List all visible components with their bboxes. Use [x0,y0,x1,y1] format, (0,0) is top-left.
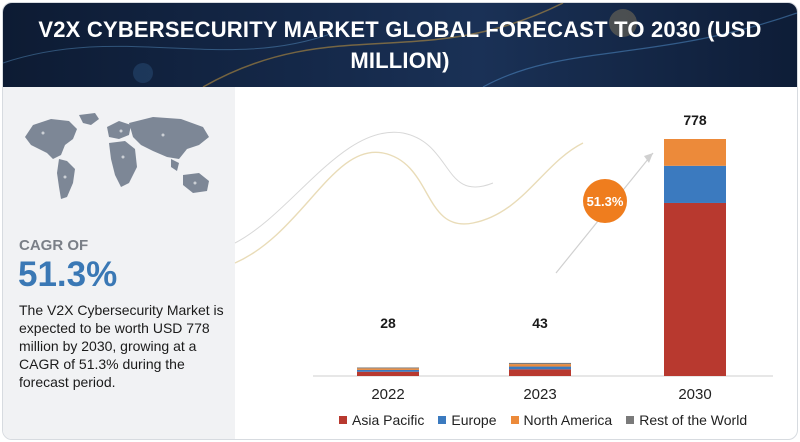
legend-swatch-europe [438,416,447,424]
data-label-2030: 778 [683,112,707,128]
bar-segment-2030-asia-pacific [664,202,726,376]
summary-panel: CAGR OF 51.3% The V2X Cybersecurity Mark… [3,87,235,439]
x-tick-label-2022: 2022 [371,386,404,403]
legend-item-europe: Europe [438,412,497,428]
legend-item-asia-pacific: Asia Pacific [339,412,424,428]
x-tick-label-2030: 2030 [678,386,711,403]
bar-segment-2023-europe [509,366,571,370]
decorative-curve [234,142,584,264]
cagr-label: CAGR OF [19,237,89,254]
world-map-icon [25,113,209,199]
legend-item-rest-of-world: Rest of the World [626,412,747,428]
bar-segment-2022-europe [357,369,419,372]
growth-badge-label: 51.3% [587,194,624,209]
decorative-curve-secondary [234,131,494,244]
bar-segment-2023-asia-pacific [509,369,571,376]
bar-segment-2022-asia-pacific [357,371,419,376]
page-title: V2X CYBERSECURITY MARKET GLOBAL FORECAST… [38,17,762,73]
bar-segment-2023-north-america [509,364,571,367]
banner-light-streaks [3,3,797,87]
bar-segment-2023-rest-of-the-world [509,362,571,365]
legend-swatch-rest-of-world [626,416,635,424]
chart-legend: Asia Pacific Europe North America Rest o… [339,410,747,430]
x-tick-label-2023: 2023 [523,386,556,403]
legend-swatch-north-america [510,416,519,424]
bar-segment-2022-north-america [357,368,419,370]
legend-label-europe: Europe [451,412,497,428]
stacked-bar-chart: 51.3% 28 2022 43 2023 778 2030 [234,112,773,403]
market-description: The V2X Cybersecurity Market is expected… [19,302,224,390]
growth-badge [583,179,627,223]
bar-segment-2030-europe [664,165,726,203]
bar-group: 28 2022 43 2023 778 2030 [357,112,726,403]
growth-arrow-head [644,153,653,163]
cagr-value: 51.3% [18,255,118,294]
data-label-2022: 28 [380,315,396,331]
legend-item-north-america: North America [510,412,613,428]
legend-swatch-asia-pacific [339,416,347,424]
legend-label-rest-of-world: Rest of the World [639,412,748,428]
title-banner: V2X CYBERSECURITY MARKET GLOBAL FORECAST… [3,3,797,87]
data-label-2023: 43 [532,315,548,331]
legend-label-north-america: North America [523,412,613,428]
bar-segment-2022-rest-of-the-world [357,367,419,369]
bar-segment-2030-north-america [664,139,726,166]
legend-label-asia-pacific: Asia Pacific [352,412,425,428]
